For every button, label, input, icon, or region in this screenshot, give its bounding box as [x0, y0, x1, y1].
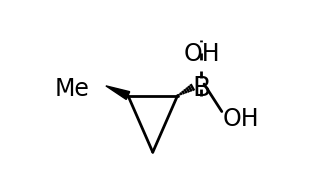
Polygon shape: [106, 86, 130, 99]
Text: Me: Me: [54, 76, 89, 101]
Text: OH: OH: [183, 42, 220, 67]
Text: OH: OH: [223, 107, 259, 131]
Text: B: B: [192, 76, 211, 101]
